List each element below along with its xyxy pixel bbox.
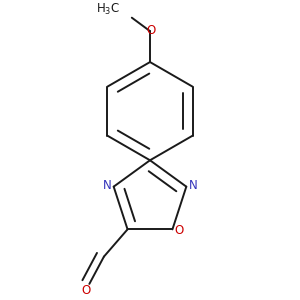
Text: O: O — [82, 284, 91, 297]
Text: N: N — [188, 179, 197, 192]
Text: O: O — [174, 224, 184, 237]
Text: O: O — [146, 24, 155, 37]
Text: H$_3$C: H$_3$C — [96, 2, 120, 17]
Text: N: N — [103, 179, 112, 192]
